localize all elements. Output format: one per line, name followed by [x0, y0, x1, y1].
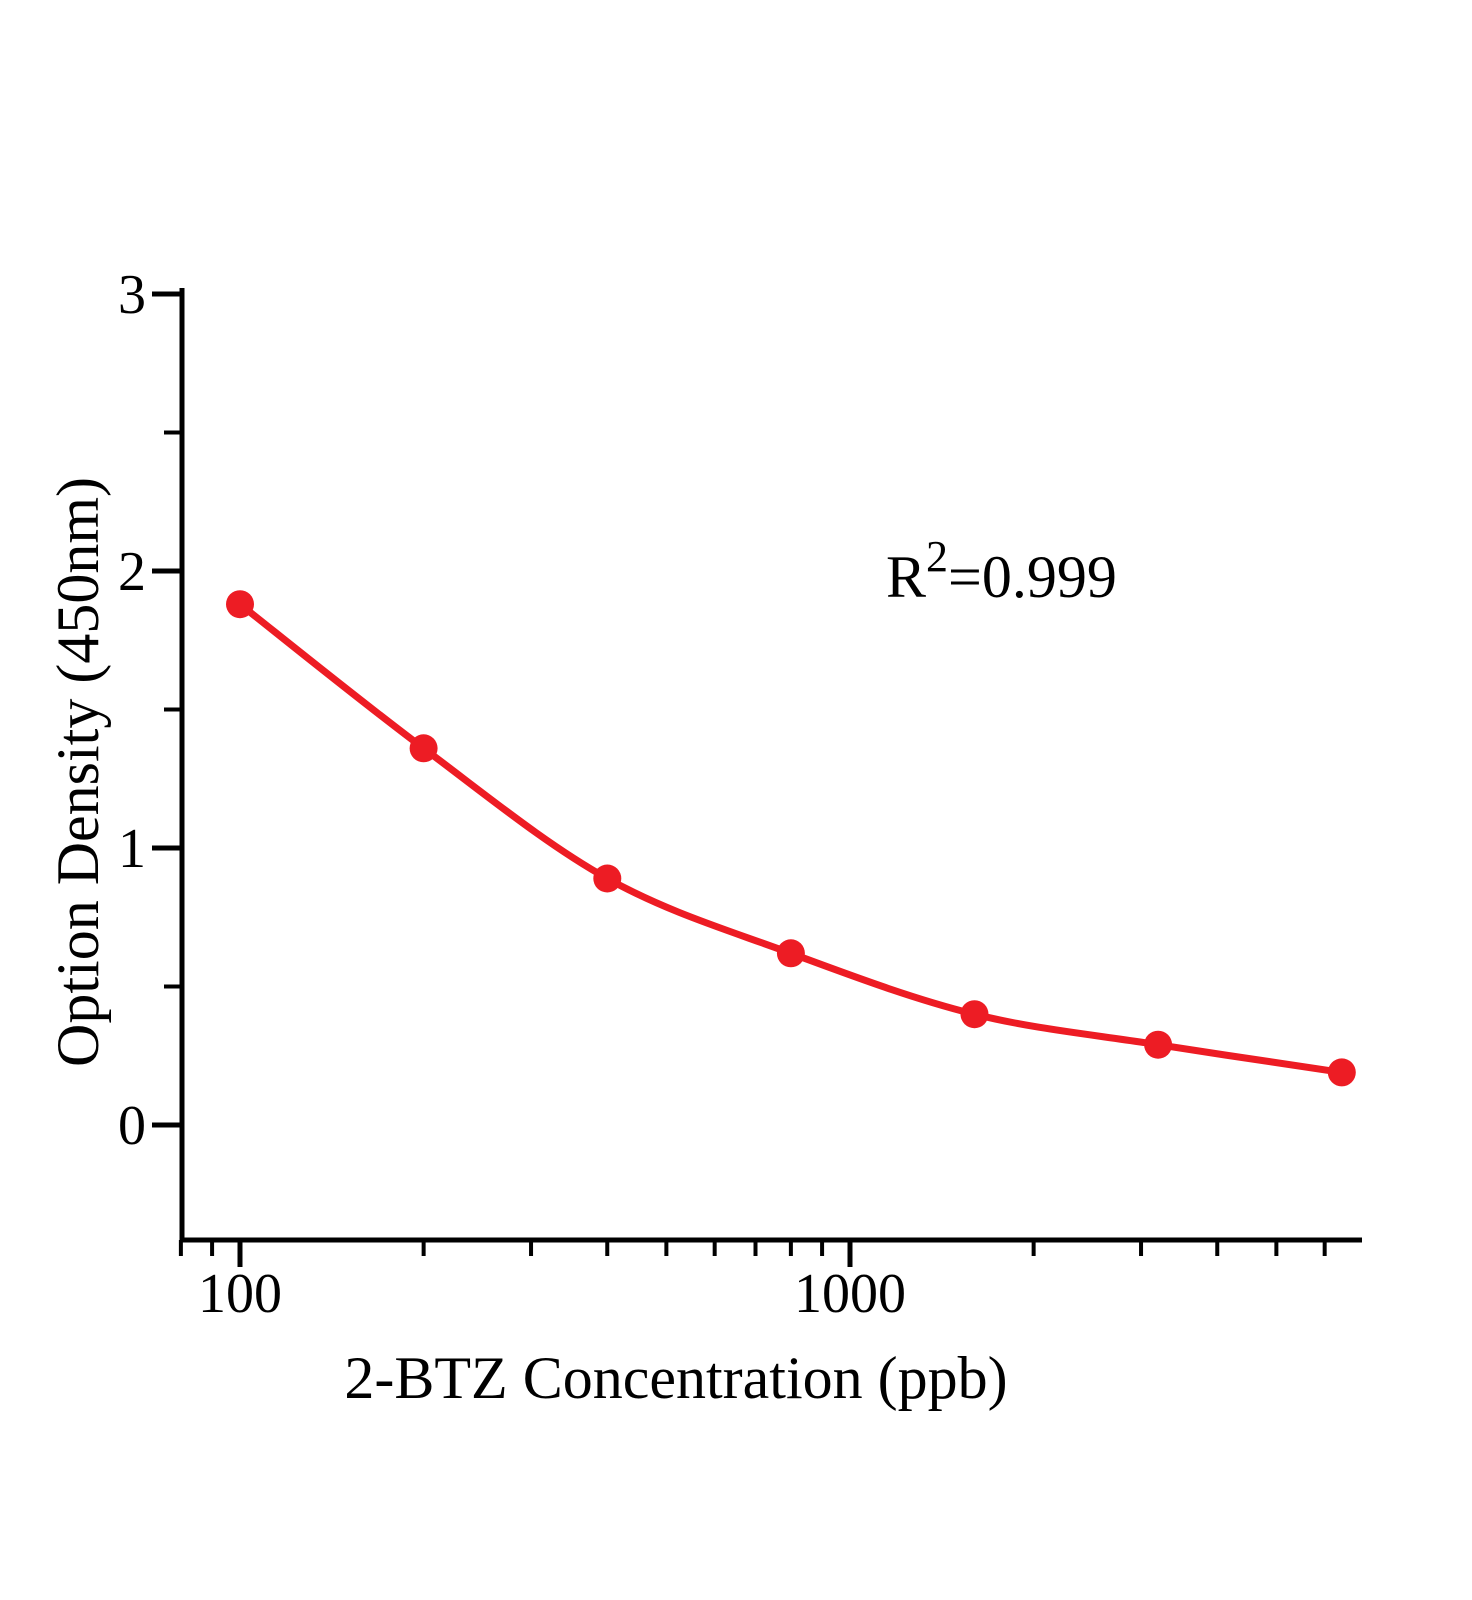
data-point	[1327, 1058, 1356, 1087]
data-point	[593, 864, 622, 893]
axes	[179, 288, 1362, 1243]
y-tick-label: 0	[118, 1095, 146, 1157]
data-point	[1144, 1030, 1173, 1059]
major-ticks	[152, 291, 853, 1267]
y-tick-label: 3	[118, 264, 146, 326]
x-tick-label: 1000	[794, 1263, 906, 1325]
data-point	[409, 734, 438, 763]
data-series	[226, 590, 1356, 1087]
y-axis-title: Option Density (450nm)	[45, 477, 111, 1067]
y-tick-label: 2	[118, 541, 146, 603]
r-value: =0.999	[948, 544, 1117, 610]
data-point	[960, 1000, 989, 1029]
x-tick-label: 100	[198, 1263, 282, 1325]
tick-labels: 100 1000 3 2 1 0	[118, 264, 906, 1325]
r-squared-annotation: R2=0.999	[886, 532, 1117, 610]
x-axis-title: 2-BTZ Concentration (ppb)	[344, 1345, 1007, 1411]
minor-ticks	[164, 430, 1327, 1256]
fit-curve	[236, 600, 1346, 1076]
y-tick-label: 1	[118, 818, 146, 880]
axis-lines	[179, 288, 1362, 1243]
r-exponent: 2	[926, 532, 948, 581]
r-symbol: R	[886, 544, 926, 610]
data-point	[226, 590, 254, 619]
data-point	[776, 939, 805, 968]
